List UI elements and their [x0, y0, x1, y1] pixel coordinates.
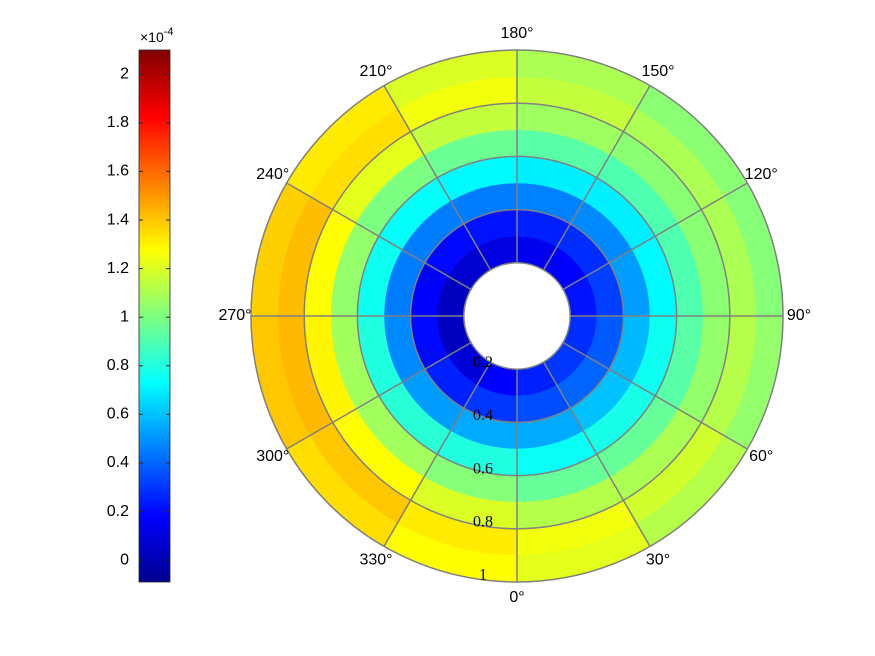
theta-tick-label: 210°: [359, 63, 392, 80]
r-tick-label: 0.4: [473, 407, 493, 424]
r-grid-circle: [250, 49, 784, 583]
r-tick-label: 0.6: [473, 460, 493, 477]
colorbar-tick-label: 1: [120, 308, 129, 325]
colorbar-tick-label: 1.6: [107, 163, 129, 180]
theta-tick-label: 0°: [509, 589, 524, 606]
colorbar-tick-label: 0.2: [107, 503, 129, 520]
r-grid-circle: [303, 102, 731, 530]
colorbar-tick-label: 0.8: [107, 357, 129, 374]
colorbar-tick-label: 2: [120, 66, 129, 83]
theta-tick-label: 60°: [749, 448, 773, 465]
colorbar-axis: 0 0.2 0.4 0.6 0.8 1 1.2 1.4 1.6 1.8 2: [107, 66, 170, 568]
theta-tick-label: 30°: [646, 551, 670, 568]
labels: 0° 30° 60° 90° 120° 150° 180° 210° 240° 270° 300° 3…: [218, 25, 811, 606]
colorbar-tick-label: 1.2: [107, 260, 129, 277]
r-grid-circle: [463, 262, 571, 370]
multiplier-base: ×10: [140, 29, 164, 45]
colorbar-tick-label: 0.4: [107, 454, 129, 471]
r-tick-label: 1: [479, 567, 487, 584]
theta-tick-label: 120°: [745, 166, 778, 183]
r-grid-circle: [356, 155, 678, 477]
colorbar-tick-label: 0.6: [107, 406, 129, 423]
colorbar: [138, 49, 171, 583]
theta-tick-label: 180°: [500, 25, 533, 42]
r-grid-circle: [409, 208, 625, 424]
multiplier-exponent: -4: [164, 26, 174, 38]
colorbar-multiplier: ×10-4: [140, 26, 174, 45]
theta-tick-label: 90°: [787, 307, 811, 324]
theta-tick-label: 330°: [359, 551, 392, 568]
theta-tick-label: 300°: [256, 448, 289, 465]
colorbar-tick-label: 0: [120, 551, 129, 568]
theta-tick-label: 240°: [256, 166, 289, 183]
theta-tick-label: 150°: [641, 63, 674, 80]
r-tick-label: 0.8: [473, 513, 493, 530]
colorbar-tick-label: 1.8: [107, 114, 129, 131]
colorbar-tick-label: 1.4: [107, 211, 129, 228]
r-tick-label: 0.2: [473, 354, 493, 371]
grid: [250, 49, 784, 583]
theta-tick-label: 270°: [218, 307, 251, 324]
